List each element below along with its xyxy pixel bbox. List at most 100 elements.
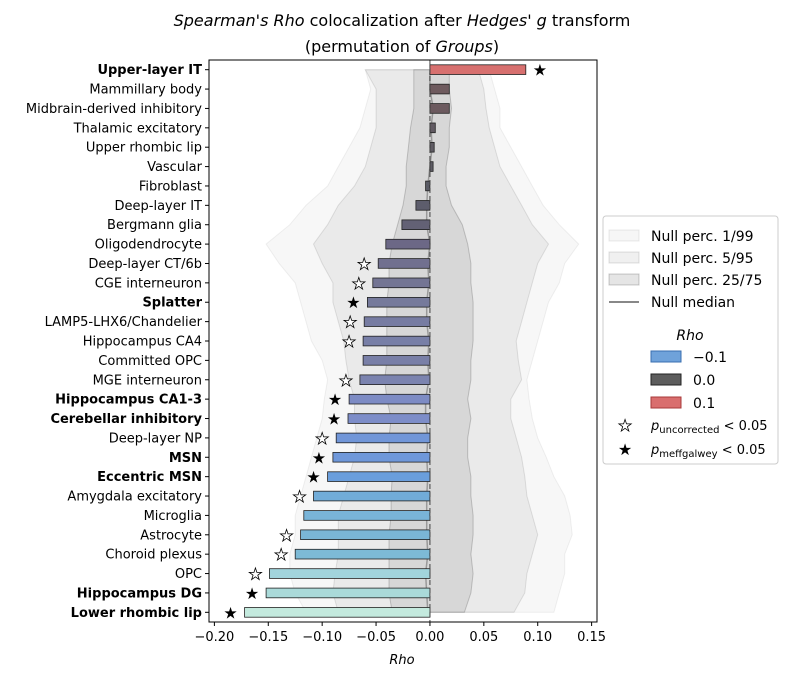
bar-21	[327, 471, 431, 482]
star-open-icon: ★	[248, 565, 262, 584]
x-tick-label: 0.15	[577, 630, 606, 645]
x-axis: −0.20 −0.15 −0.10 −0.05 0.00 0.05 0.10 0.15	[194, 622, 606, 645]
y-tick-label: MSN	[169, 451, 202, 466]
bar-13	[363, 316, 431, 327]
legend-label-p25-75: Null perc. 25/75	[651, 273, 762, 289]
star-open-icon: ★	[342, 332, 356, 351]
y-tick-label: Deep-layer NP	[109, 431, 202, 446]
bar-14	[362, 335, 431, 347]
x-tick-label: 0.10	[523, 630, 552, 645]
y-tick-label: Eccentric MSN	[97, 470, 202, 485]
y-tick-label: Hippocampus CA4	[83, 335, 202, 350]
legend-swatch-p5-95	[608, 251, 640, 264]
bar-18	[347, 413, 431, 424]
y-tick-label: Deep-layer IT	[115, 199, 203, 214]
star-filled-icon: ★	[533, 61, 547, 80]
star-filled-icon: ★	[327, 410, 341, 429]
star-open-icon: ★	[357, 255, 371, 274]
y-tick-label: Lower rhombic lip	[71, 606, 202, 621]
legend: Null perc. 1/99 Null perc. 5/95 Null per…	[602, 215, 779, 465]
svg-text:puncorrected < 0.05: puncorrected < 0.05	[650, 419, 768, 436]
legend-filled-star-icon: ★	[618, 440, 632, 459]
y-tick-label: Fibroblast	[139, 180, 202, 195]
svg-text:(permutation of Groups): (permutation of Groups)	[305, 37, 499, 56]
y-tick-label: Hippocampus CA1-3	[55, 393, 202, 408]
bar-0	[429, 64, 527, 75]
legend-sig-uncorr-p: p	[650, 419, 659, 434]
svg-text:Spearman's Rho colocalization: Spearman's Rho colocalization after Hedg…	[174, 11, 631, 30]
y-tick-label: OPC	[175, 567, 202, 582]
bar-7	[415, 200, 431, 211]
legend-sig-meff-sub: meffgalwey	[659, 449, 717, 460]
y-tick-label: Thalamic excitatory	[73, 121, 203, 136]
x-axis-label: Rho	[389, 653, 414, 668]
y-tick-label: Hippocampus DG	[77, 586, 202, 601]
bar-23	[303, 510, 431, 521]
bar-17	[348, 393, 431, 405]
legend-label-p5-95: Null perc. 5/95	[651, 251, 754, 267]
star-open-icon: ★	[339, 371, 353, 390]
subtitle-italic-1: Groups	[435, 37, 492, 56]
bar-3	[429, 122, 436, 134]
legend-swatch-p1-99	[608, 229, 640, 242]
star-open-icon: ★	[279, 526, 293, 545]
y-tick-label: Amygdala excitatory	[67, 490, 202, 505]
bar-15	[362, 355, 431, 366]
y-tick-label: Upper rhombic lip	[86, 141, 202, 156]
bar-4	[429, 141, 435, 153]
y-tick-label: Cerebellar inhibitory	[50, 412, 202, 427]
y-axis-labels: Upper-layer IT Mammillary body Midbrain-de…	[26, 63, 209, 621]
x-tick-label: −0.15	[248, 630, 288, 645]
chart-title: Spearman's Rho colocalization after Hedg…	[174, 11, 631, 56]
legend-label-p1-99: Null perc. 1/99	[651, 229, 754, 245]
legend-color-swatch-zero	[650, 373, 682, 386]
x-tick-label: −0.10	[302, 630, 342, 645]
bar-26	[268, 568, 431, 579]
star-open-icon: ★	[315, 429, 329, 448]
y-tick-label: Oligodendrocyte	[95, 238, 202, 253]
bar-9	[385, 238, 431, 250]
legend-label-median: Null median	[651, 295, 735, 311]
bar-10	[377, 258, 431, 269]
star-filled-icon: ★	[245, 584, 259, 603]
svg-text:pmeffgalwey < 0.05: pmeffgalwey < 0.05	[650, 443, 766, 460]
plot-area: ★★★★★★★★★★★★★★★★★★	[208, 59, 598, 623]
y-tick-label: LAMP5-LHX6/Chandelier	[45, 315, 203, 330]
legend-color-swatch-pos	[650, 396, 682, 409]
bar-20	[332, 451, 431, 463]
legend-sig-meff-p: p	[650, 443, 659, 458]
bar-16	[359, 374, 431, 385]
legend-frame	[602, 215, 779, 465]
legend-sig-meff-rest: < 0.05	[718, 443, 766, 458]
star-filled-icon: ★	[306, 468, 320, 487]
y-tick-label: Bergmann glia	[107, 218, 202, 233]
title-italic-1: Spearman's Rho	[174, 11, 305, 30]
bar-27	[265, 587, 431, 599]
y-tick-label: Microglia	[144, 509, 202, 524]
legend-color-label-neg: −0.1	[693, 350, 727, 366]
star-filled-icon: ★	[312, 448, 326, 467]
x-tick-label: −0.20	[194, 630, 234, 645]
subtitle-plain-1: (permutation of	[305, 37, 436, 56]
legend-swatch-p25-75	[608, 273, 640, 286]
bar-12	[366, 296, 431, 308]
title-italic-2: Hedges' g	[467, 11, 547, 30]
legend-color-label-zero: 0.0	[693, 373, 715, 389]
star-open-icon: ★	[274, 545, 288, 564]
bar-11	[372, 277, 431, 289]
y-tick-label: Vascular	[147, 160, 203, 175]
star-filled-icon: ★	[223, 603, 237, 622]
title-plain-1: colocalization after	[305, 11, 467, 30]
star-open-icon: ★	[292, 487, 306, 506]
legend-color-label-pos: 0.1	[693, 396, 715, 412]
star-filled-icon: ★	[346, 293, 360, 312]
y-tick-label: Splatter	[142, 296, 202, 311]
bar-19	[335, 432, 431, 444]
y-tick-label: CGE interneuron	[95, 276, 202, 291]
bar-28	[244, 607, 431, 618]
bar-6	[425, 180, 431, 192]
y-tick-label: Astrocyte	[140, 528, 202, 543]
star-open-icon: ★	[343, 313, 357, 332]
y-tick-label: Mammillary body	[89, 83, 202, 98]
